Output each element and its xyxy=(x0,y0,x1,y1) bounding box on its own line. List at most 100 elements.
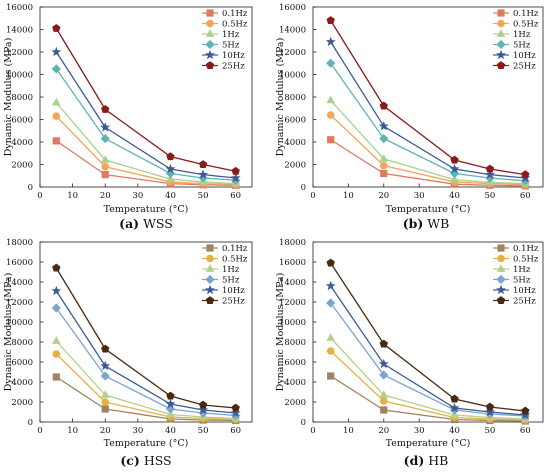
x-tick-label: 10 xyxy=(67,191,78,201)
y-tick-label: 6000 xyxy=(284,116,306,126)
data-point xyxy=(379,390,389,398)
data-point xyxy=(380,169,388,178)
legend-label: 0.5Hz xyxy=(222,20,248,30)
y-tick-label: 10000 xyxy=(279,71,306,81)
series-line xyxy=(55,115,236,186)
x-axis-label: Temperature (°C) xyxy=(386,204,471,215)
data-point xyxy=(101,171,109,179)
x-tick-label: 30 xyxy=(414,426,425,436)
chart-panel: 0 2000 4000 6000 8000 10000 12000 14000 16000 180… xyxy=(275,238,544,468)
data-point xyxy=(450,174,459,183)
data-point xyxy=(198,160,208,169)
x-axis-label: Temperature (°C) xyxy=(386,438,471,449)
y-tick-label: 14000 xyxy=(279,26,306,36)
x-tick-label: 0 xyxy=(37,426,42,436)
x-tick-label: 50 xyxy=(198,426,209,436)
legend-marker xyxy=(496,296,506,305)
data-point xyxy=(101,344,110,353)
x-tick-label: 0 xyxy=(37,191,42,201)
data-point xyxy=(101,405,109,413)
data-point xyxy=(52,137,60,145)
y-axis-label: Dynamic Modulus (MPa) xyxy=(3,38,14,157)
x-tick-label: 60 xyxy=(230,191,241,201)
data-point xyxy=(231,166,240,175)
y-tick-label: 8000 xyxy=(11,338,33,348)
data-point xyxy=(166,174,175,183)
data-point xyxy=(325,36,336,47)
data-point xyxy=(100,390,110,398)
data-point xyxy=(51,303,61,313)
y-tick-label: 6000 xyxy=(11,116,33,126)
data-point xyxy=(52,263,61,272)
data-point xyxy=(484,406,495,417)
x-tick-label: 30 xyxy=(132,426,143,436)
x-tick-label: 60 xyxy=(520,426,531,436)
data-point xyxy=(326,347,335,355)
x-tick-label: 50 xyxy=(485,191,496,201)
legend-label: 0.1Hz xyxy=(222,244,248,254)
data-point xyxy=(484,169,495,179)
chart-panel: 0 2000 4000 6000 8000 10000 12000 14000 16000 0 10… xyxy=(275,3,544,231)
x-tick-label: 40 xyxy=(449,426,460,436)
caption-letter: (d) xyxy=(404,453,425,468)
legend-label: 1Hz xyxy=(222,30,240,40)
x-tick-label: 30 xyxy=(414,191,425,201)
y-axis-label: Dynamic Modulus (MPa) xyxy=(275,273,286,392)
legend-label: 25Hz xyxy=(513,62,536,72)
data-point xyxy=(485,164,495,173)
legend-marker xyxy=(496,284,506,295)
caption-letter: (b) xyxy=(403,216,424,231)
data-point xyxy=(449,163,460,174)
legend-marker xyxy=(205,39,215,50)
y-tick-label: 14000 xyxy=(6,26,33,36)
data-point xyxy=(326,16,335,25)
legend-marker xyxy=(496,264,506,272)
x-tick-label: 60 xyxy=(230,426,241,436)
y-tick-label: 6000 xyxy=(11,358,33,368)
x-tick-label: 50 xyxy=(485,426,496,436)
data-point xyxy=(165,398,176,409)
data-point xyxy=(326,111,335,119)
y-tick-label: 2000 xyxy=(11,161,33,171)
data-point xyxy=(521,406,530,415)
legend-marker xyxy=(496,49,506,60)
legend-label: 0.5Hz xyxy=(222,255,248,265)
data-point xyxy=(380,406,388,414)
series-line xyxy=(330,62,526,182)
caption-name: WB xyxy=(427,216,449,231)
legend-marker xyxy=(496,61,506,70)
y-tick-label: 10000 xyxy=(279,318,306,328)
x-tick-label: 10 xyxy=(343,191,354,201)
data-point xyxy=(379,161,388,170)
series-line xyxy=(330,20,526,176)
legend-marker xyxy=(206,19,214,28)
data-point xyxy=(326,333,336,341)
x-tick-label: 0 xyxy=(310,191,315,201)
legend-label: 0.5Hz xyxy=(513,255,539,265)
data-point xyxy=(379,101,388,110)
legend-label: 25Hz xyxy=(222,297,245,307)
caption-letter: (c) xyxy=(120,453,139,468)
series-line xyxy=(330,262,526,412)
data-point xyxy=(379,154,389,162)
y-tick-label: 0 xyxy=(301,183,306,193)
legend-label: 0.1Hz xyxy=(513,244,539,254)
x-tick-label: 30 xyxy=(132,191,143,201)
data-point xyxy=(166,152,175,161)
legend-label: 0.1Hz xyxy=(222,9,248,19)
data-point xyxy=(101,162,110,171)
y-tick-label: 10000 xyxy=(6,318,33,328)
data-point xyxy=(326,258,335,267)
y-tick-label: 2000 xyxy=(284,161,306,171)
x-tick-label: 60 xyxy=(520,191,531,201)
legend-marker xyxy=(497,9,505,17)
y-axis-label: Dynamic Modulus (MPa) xyxy=(3,273,14,392)
x-tick-label: 20 xyxy=(100,426,111,436)
y-tick-label: 18000 xyxy=(279,238,306,248)
panel-caption: (d) HB xyxy=(404,453,449,468)
legend-label: 10Hz xyxy=(222,286,245,296)
data-point xyxy=(198,169,209,179)
legend-label: 0.5Hz xyxy=(513,20,539,30)
y-tick-label: 12000 xyxy=(6,48,33,58)
data-point xyxy=(327,136,335,144)
